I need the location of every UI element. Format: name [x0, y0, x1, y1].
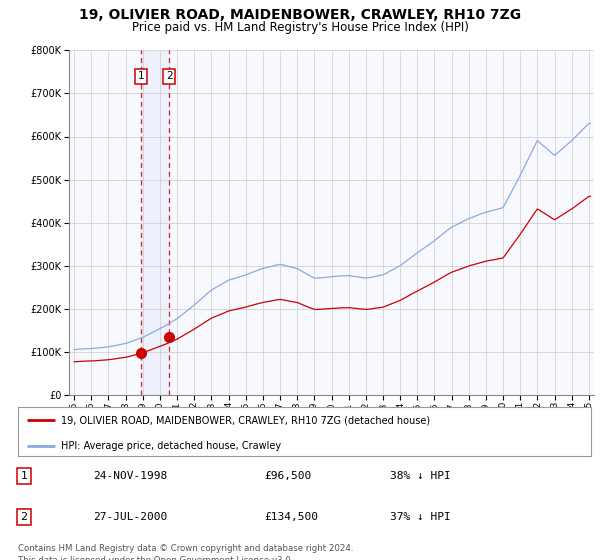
Text: 19, OLIVIER ROAD, MAIDENBOWER, CRAWLEY, RH10 7ZG (detached house): 19, OLIVIER ROAD, MAIDENBOWER, CRAWLEY, …	[61, 416, 430, 426]
Text: Contains HM Land Registry data © Crown copyright and database right 2024.
This d: Contains HM Land Registry data © Crown c…	[18, 544, 353, 560]
Text: £134,500: £134,500	[264, 512, 318, 522]
Text: 1: 1	[138, 71, 145, 81]
Bar	[141, 50, 169, 395]
Text: HPI: Average price, detached house, Crawley: HPI: Average price, detached house, Craw…	[61, 441, 281, 451]
Text: 27-JUL-2000: 27-JUL-2000	[93, 512, 167, 522]
Text: 2: 2	[20, 512, 28, 522]
Text: Price paid vs. HM Land Registry's House Price Index (HPI): Price paid vs. HM Land Registry's House …	[131, 21, 469, 34]
Text: 1: 1	[20, 472, 28, 482]
Text: 38% ↓ HPI: 38% ↓ HPI	[390, 472, 451, 482]
Text: 2: 2	[166, 71, 173, 81]
Text: £96,500: £96,500	[264, 472, 311, 482]
Text: 37% ↓ HPI: 37% ↓ HPI	[390, 512, 451, 522]
Text: 19, OLIVIER ROAD, MAIDENBOWER, CRAWLEY, RH10 7ZG: 19, OLIVIER ROAD, MAIDENBOWER, CRAWLEY, …	[79, 8, 521, 22]
Text: 24-NOV-1998: 24-NOV-1998	[93, 472, 167, 482]
